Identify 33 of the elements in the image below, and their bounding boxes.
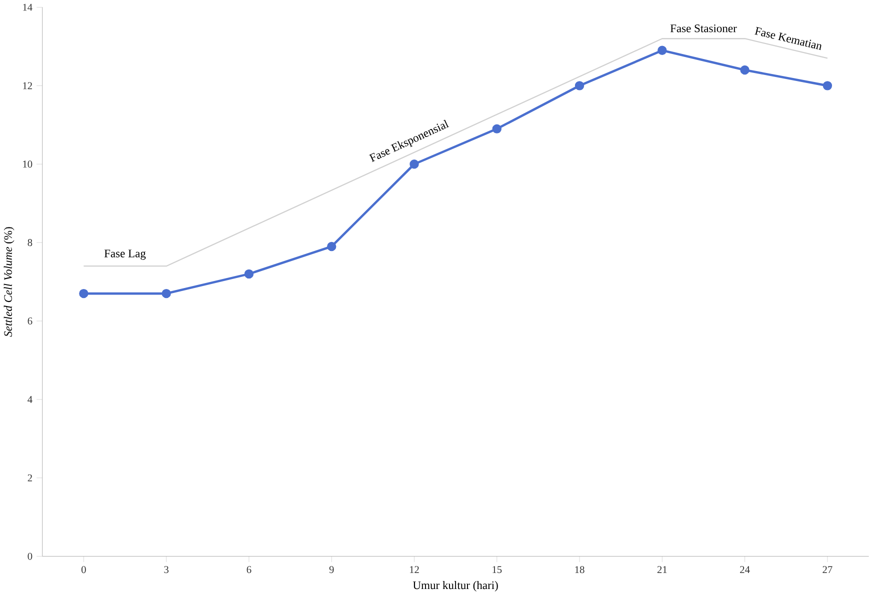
point xyxy=(574,80,584,90)
y-axis-title: Settled Cell Volume (%) xyxy=(4,226,14,337)
x-tick-label: 21 xyxy=(657,566,667,573)
y-tick-label: 6 xyxy=(28,317,32,324)
x-tick-label: 27 xyxy=(822,566,832,573)
annotation: Fase Lag xyxy=(104,250,146,260)
y-tick-label: 10 xyxy=(23,160,32,168)
point xyxy=(162,288,171,298)
y-tick-label: 14 xyxy=(23,4,32,11)
y-tick-label: 2 xyxy=(28,474,32,482)
x-tick-label: 18 xyxy=(575,566,584,573)
point xyxy=(410,159,419,169)
y-tick-label: 12 xyxy=(23,82,32,89)
x-axis-title: Umur kultur (hari) xyxy=(412,580,498,592)
point xyxy=(492,124,502,134)
point xyxy=(658,46,667,55)
x-tick-label: 6 xyxy=(246,566,252,573)
point xyxy=(327,242,336,251)
x-tick-label: 24 xyxy=(740,566,750,573)
x-tick-label: 15 xyxy=(492,566,502,573)
y-tick-label: 8 xyxy=(28,238,32,246)
point xyxy=(244,269,254,278)
y-tick-label: 4 xyxy=(28,396,32,403)
point xyxy=(822,80,832,90)
x-tick-label: 3 xyxy=(164,566,169,573)
annotation: Fase Kematian xyxy=(754,26,822,50)
x-tick-label: 0 xyxy=(81,566,86,573)
point xyxy=(740,65,750,74)
x-tick-label: 9 xyxy=(329,566,334,573)
x-tick-label: 12 xyxy=(410,566,419,573)
annotation: Fase Stasioner xyxy=(670,24,737,32)
y-tick-label: 0 xyxy=(28,552,32,560)
point xyxy=(79,288,88,298)
